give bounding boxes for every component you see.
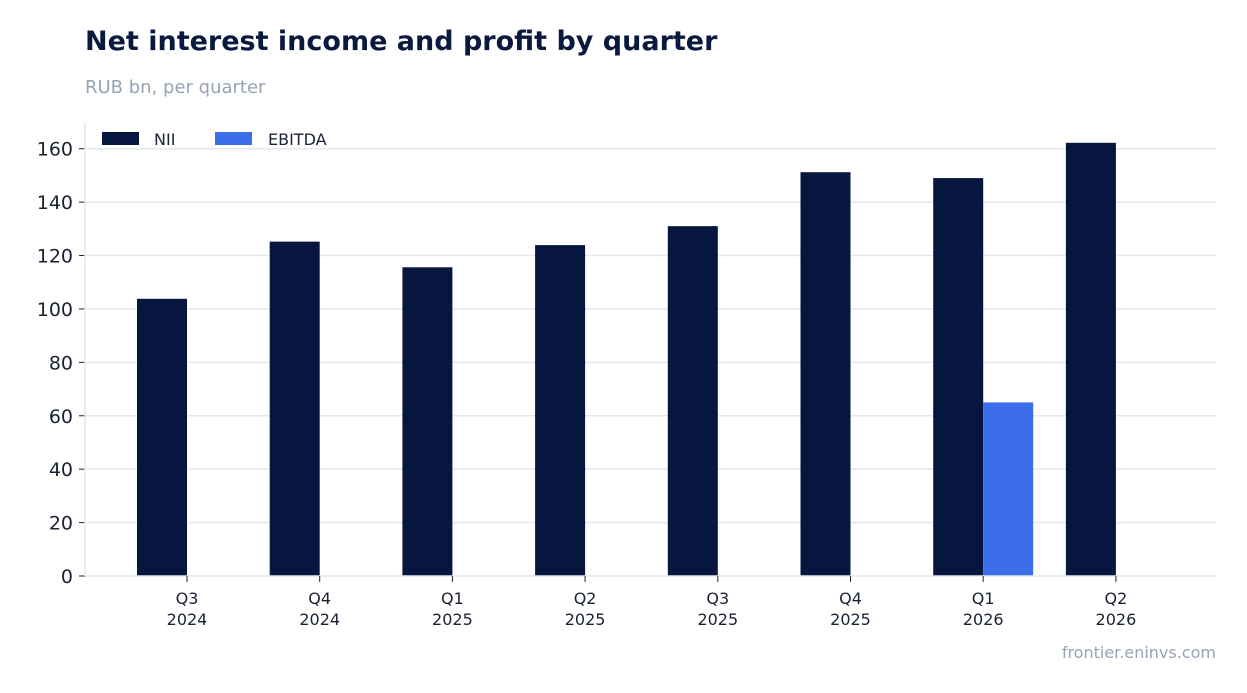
- x-tick-label: Q3: [176, 589, 199, 608]
- y-tick-label: 160: [37, 139, 73, 161]
- x-tick-label: Q1: [972, 589, 995, 608]
- x-tick-label: Q4: [839, 589, 862, 608]
- x-tick-label: 2026: [963, 610, 1004, 629]
- x-tick-label: Q4: [308, 589, 331, 608]
- x-tick-label: 2024: [299, 610, 340, 629]
- x-tick-label: Q1: [441, 589, 464, 608]
- bar-nii: [402, 267, 453, 576]
- bar-nii: [667, 226, 718, 576]
- x-tick-label: Q2: [1105, 589, 1128, 608]
- x-tick-label: 2025: [432, 610, 473, 629]
- y-tick-label: 60: [49, 406, 73, 428]
- bar-ebitda: [983, 402, 1034, 576]
- source-credit: frontier.eninvs.com: [1061, 643, 1216, 662]
- y-tick-label: 120: [37, 246, 73, 268]
- x-tick-label: Q3: [706, 589, 729, 608]
- axes: 0 20 40 60 80 100 120 140 160 Q3 2024 Q4 2024 Q1 2025 Q…: [37, 122, 1217, 629]
- x-tick-label: Q2: [574, 589, 597, 608]
- chart-title: Net interest income and profit by quarte…: [85, 26, 718, 57]
- bar-nii: [933, 178, 984, 577]
- legend-swatch-ebitda: [215, 132, 252, 145]
- y-tick-label: 100: [37, 299, 73, 321]
- x-tick-label: 2026: [1096, 610, 1137, 629]
- legend-label-nii: NII: [154, 130, 175, 149]
- legend-swatch-nii: [102, 132, 139, 145]
- y-tick-label: 0: [61, 566, 73, 588]
- x-tick-label: 2025: [697, 610, 738, 629]
- bar-nii: [535, 245, 586, 576]
- gridlines: [85, 147, 1217, 524]
- bars: [137, 142, 1116, 577]
- bar-nii: [800, 172, 851, 576]
- x-tick-label: 2025: [830, 610, 871, 629]
- bar-nii: [269, 241, 320, 577]
- x-tick-label: 2024: [167, 610, 208, 629]
- y-tick-label: 80: [49, 352, 73, 374]
- y-tick-label: 140: [37, 192, 73, 214]
- bar-nii: [137, 298, 187, 576]
- y-tick-label: 40: [49, 459, 73, 481]
- y-tick-label: 20: [49, 513, 73, 535]
- bar-nii: [1065, 142, 1116, 577]
- chart-subtitle: RUB bn, per quarter: [85, 77, 266, 98]
- legend: NII EBITDA: [102, 130, 327, 149]
- legend-label-ebitda: EBITDA: [268, 130, 327, 149]
- x-tick-label: 2025: [565, 610, 606, 629]
